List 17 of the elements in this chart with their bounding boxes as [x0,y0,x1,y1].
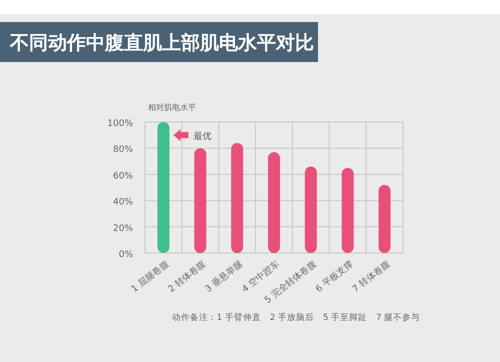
y-tick-label: 40% [112,198,134,208]
bar [231,142,244,253]
y-tick-label: 0% [118,250,134,260]
chart-title: 不同动作中腹直肌上部肌电水平对比 [9,32,314,54]
y-tick-label: 60% [112,171,134,182]
bar [157,122,170,253]
bar [342,168,354,253]
bar [378,184,391,253]
bar [304,166,317,253]
bar [268,152,280,253]
annotation: 最优 [193,131,212,142]
text: 动作备注：1 手臂伸直 2 手放脑后 5 手至脚趾 7 腿不参与 [172,312,420,323]
y-tick-label: 80% [112,145,134,156]
y-tick-label: 100% [107,119,134,129]
y-tick-label: 20% [112,224,134,234]
y-axis-title: 相对肌电水平 [148,103,196,112]
bar [194,148,206,253]
